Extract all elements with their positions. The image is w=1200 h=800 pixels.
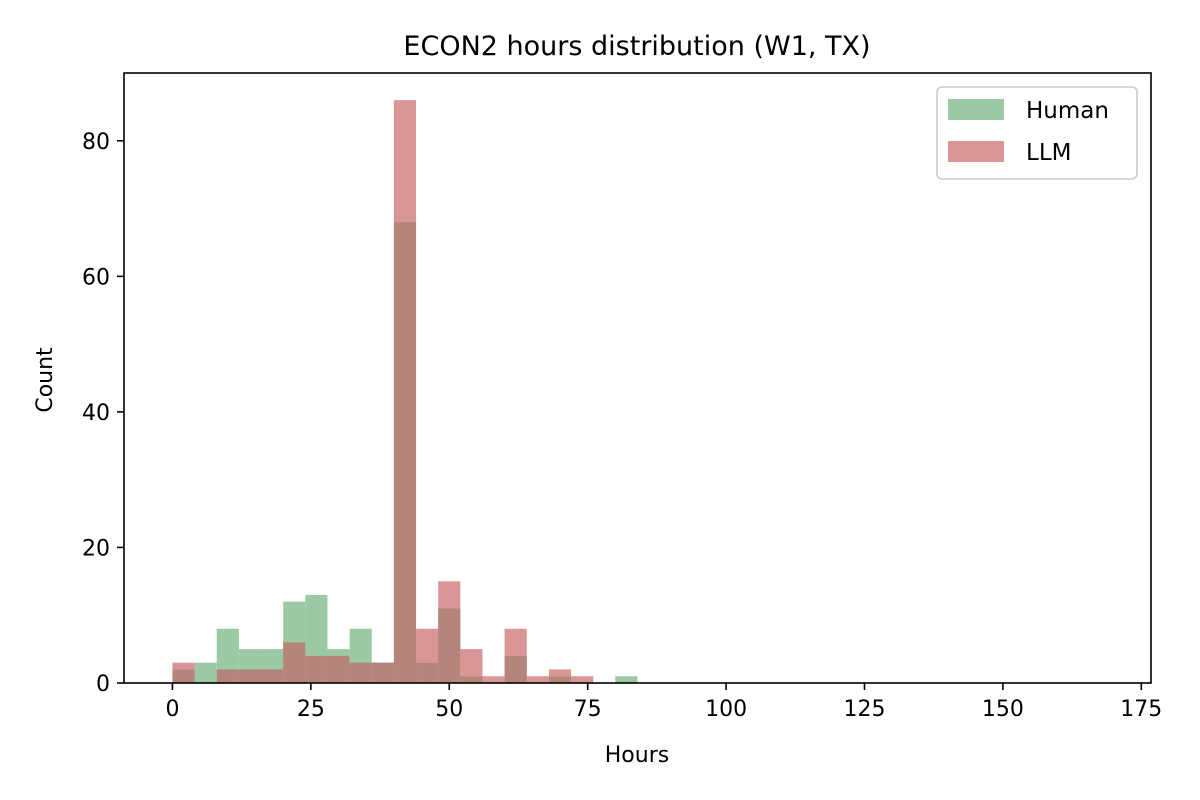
legend-label-human: Human	[1026, 98, 1109, 124]
y-axis-ticks: 0 20 40 60 80	[82, 130, 124, 697]
bar-llm-overlap	[504, 655, 527, 683]
bar-llm-overlap	[349, 662, 372, 683]
bar-llm-overlap	[548, 676, 572, 683]
bar-llm-overlap	[172, 669, 195, 683]
legend-swatch-llm	[948, 141, 1004, 162]
bar-llm-overlap	[216, 669, 239, 683]
x-tick-label: 175	[1120, 697, 1162, 722]
bar-llm-overlap	[238, 669, 262, 683]
bar-llm	[172, 662, 195, 670]
bar-llm-overlap	[371, 662, 394, 683]
bar-llm	[504, 628, 527, 656]
bar-llm	[393, 100, 417, 223]
chart-title: ECON2 hours distribution (W1, TX)	[403, 31, 870, 62]
legend: Human LLM	[936, 86, 1138, 180]
x-tick-label: 100	[705, 697, 747, 722]
bar-llm	[438, 581, 461, 609]
bar-llm-overlap	[283, 642, 306, 683]
bar-llm-overlap	[305, 655, 328, 683]
bar-human	[615, 676, 638, 683]
bar-llm	[548, 669, 572, 677]
y-tick-label: 40	[82, 401, 110, 426]
bar-human	[194, 662, 217, 683]
x-axis-label: Hours	[605, 743, 669, 768]
bar-llm-overlap	[416, 662, 439, 683]
x-tick-label: 25	[297, 697, 325, 722]
bar-llm-overlap	[460, 676, 483, 683]
legend-swatch-human	[948, 99, 1004, 120]
y-axis-label: Count	[33, 347, 58, 413]
bars-layer	[172, 100, 638, 683]
y-tick-label: 80	[82, 130, 110, 155]
bar-llm	[571, 676, 594, 683]
bar-llm	[482, 676, 505, 683]
y-tick-label: 20	[82, 536, 110, 561]
bar-llm	[460, 649, 483, 677]
x-tick-label: 150	[982, 697, 1024, 722]
plot-frame	[123, 72, 1152, 684]
legend-label-llm: LLM	[1026, 140, 1071, 166]
y-tick-label: 60	[82, 265, 110, 290]
x-tick-label: 125	[843, 697, 885, 722]
x-axis-ticks: 0 25 50 75 100 125 150 175	[165, 683, 1162, 722]
x-tick-label: 75	[574, 697, 602, 722]
bar-llm-overlap	[393, 222, 417, 683]
bar-llm	[526, 676, 549, 683]
x-tick-label: 50	[435, 697, 463, 722]
bar-llm	[416, 628, 439, 663]
y-tick-label: 0	[96, 672, 110, 697]
x-tick-label: 0	[165, 697, 179, 722]
bar-llm-overlap	[438, 608, 461, 683]
bar-llm-overlap	[261, 669, 284, 683]
bar-llm-overlap	[327, 655, 350, 683]
